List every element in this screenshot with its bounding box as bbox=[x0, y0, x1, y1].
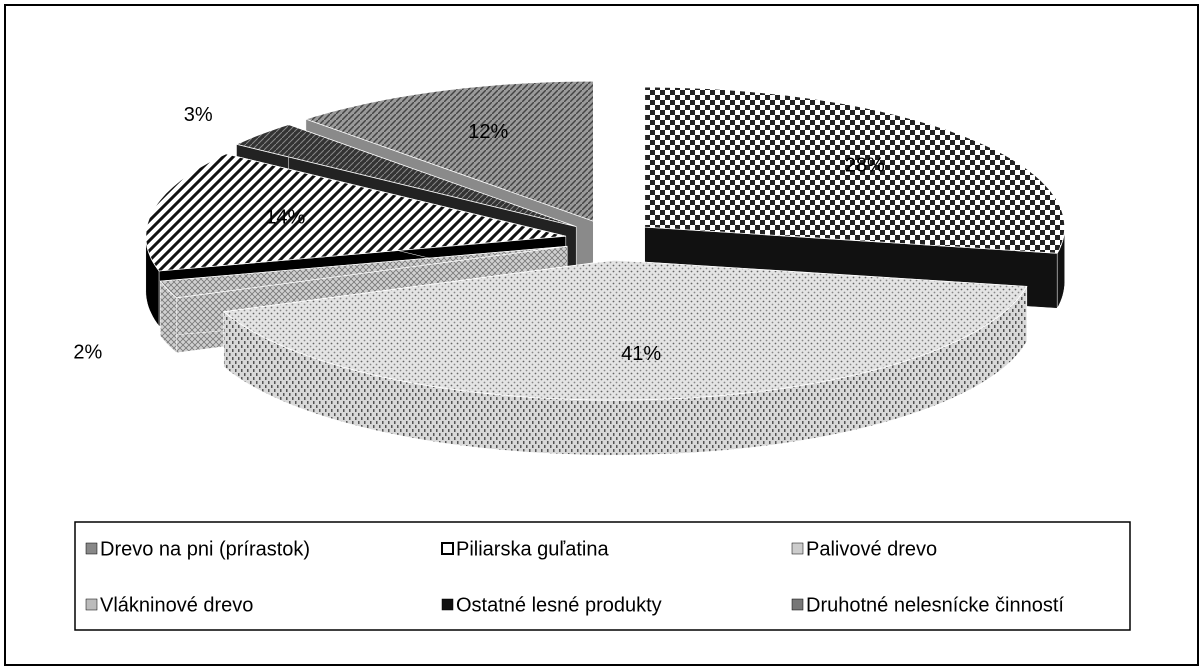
legend-label: Piliarska guľatina bbox=[456, 538, 609, 560]
legend-label: Druhotné nelesnícke činností bbox=[806, 594, 1064, 616]
slice bbox=[145, 153, 566, 272]
legend-swatch bbox=[85, 598, 98, 611]
legend-label: Drevo na pni (prírastok) bbox=[100, 538, 310, 560]
data-label: 28% bbox=[845, 155, 885, 177]
legend-label: Ostatné lesné produkty bbox=[456, 594, 662, 616]
slice bbox=[644, 86, 1066, 254]
slice bbox=[222, 259, 1028, 401]
legend-swatch bbox=[85, 542, 98, 555]
data-label: 41% bbox=[621, 343, 661, 365]
slice bbox=[159, 245, 568, 299]
legend-swatch bbox=[441, 598, 454, 611]
legend-label: Palivové drevo bbox=[806, 538, 937, 560]
data-label: 12% bbox=[468, 121, 508, 143]
data-label: 3% bbox=[184, 104, 213, 126]
data-label: 14% bbox=[265, 207, 305, 229]
legend-swatch bbox=[791, 542, 804, 555]
legend-swatch bbox=[441, 542, 454, 555]
legend-box bbox=[74, 521, 1131, 631]
data-label: 2% bbox=[73, 341, 102, 363]
legend-label: Vlákninové drevo bbox=[100, 594, 253, 616]
legend-swatch bbox=[791, 598, 804, 611]
slice bbox=[304, 80, 594, 222]
slice bbox=[235, 124, 577, 227]
